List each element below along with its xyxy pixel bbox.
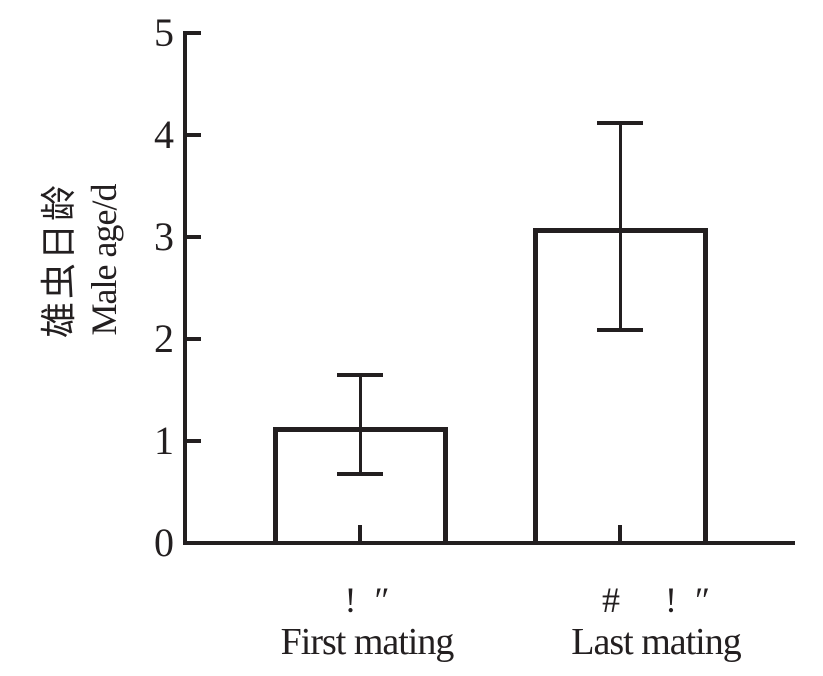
- y-tick-label: 0: [154, 520, 174, 565]
- y-tick-mark: [187, 337, 201, 341]
- x-axis-line: [183, 541, 795, 545]
- category-label-last-mating: # ! ″ Last mating: [526, 580, 786, 664]
- category-text-last-mating: Last mating: [571, 621, 741, 663]
- x-axis-tick-first-mating: [358, 525, 362, 543]
- y-tick-mark: [187, 235, 201, 239]
- y-axis-title-chinese: 雄虫日龄: [39, 182, 79, 339]
- error-bar-bottom-cap-first-mating: [337, 471, 383, 476]
- category-label-first-mating: ! ″ First mating: [237, 580, 497, 664]
- error-bar-top-cap-last-mating: [597, 120, 643, 125]
- y-tick-label: 2: [154, 316, 174, 361]
- y-tick-mark: [187, 133, 201, 137]
- y-axis-line: [183, 31, 187, 545]
- x-axis-tick-last-mating: [618, 525, 622, 543]
- y-tick-mark: [187, 31, 201, 35]
- significance-symbols-last-mating: # ! ″: [602, 580, 710, 620]
- error-bar-line-first-mating: [358, 374, 362, 474]
- significance-symbols-first-mating: ! ″: [344, 580, 390, 620]
- error-bar-line-last-mating: [618, 122, 622, 330]
- category-text-first-mating: First mating: [280, 621, 455, 663]
- y-tick-label: 1: [154, 418, 174, 463]
- y-tick-mark: [187, 439, 201, 443]
- error-bar-bottom-cap-last-mating: [597, 327, 643, 332]
- error-bar-top-cap-first-mating: [337, 372, 383, 377]
- y-tick-label: 3: [154, 214, 174, 259]
- y-tick-label: 5: [154, 10, 174, 55]
- y-tick-label: 4: [154, 112, 174, 157]
